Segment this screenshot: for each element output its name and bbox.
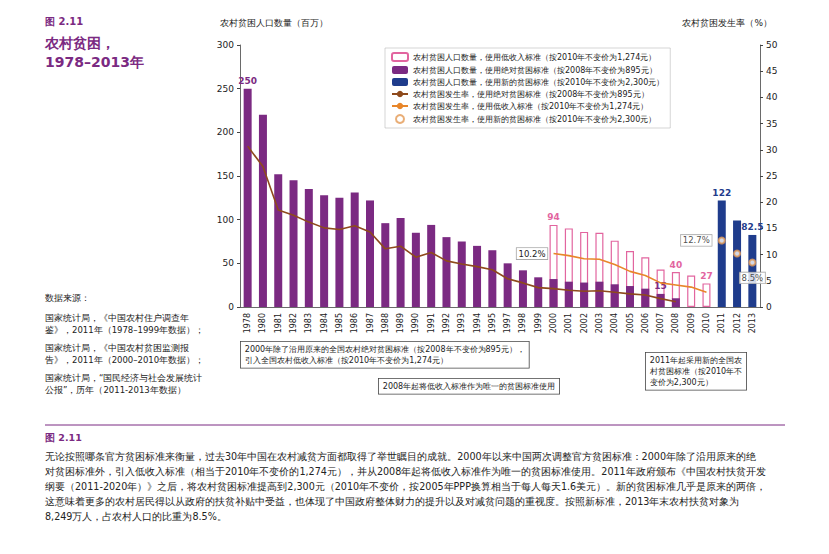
svg-text:1982: 1982 [289,313,298,333]
svg-text:2007: 2007 [656,313,665,333]
svg-text:1978–2013年: 1978–2013年 [45,54,144,70]
svg-text:40: 40 [766,92,778,102]
svg-text:10: 10 [766,250,778,260]
svg-text:94: 94 [547,212,560,222]
svg-text:公报”，历年（2011-2013年数据）: 公报”，历年（2011-2013年数据） [45,385,186,395]
svg-text:40: 40 [670,260,683,270]
svg-text:农村贫困发生率，使用低收入标准（按2010年不变价为1,27: 农村贫困发生率，使用低收入标准（按2010年不变价为1,274元） [413,102,648,111]
svg-text:2004: 2004 [610,313,619,333]
svg-text:25: 25 [766,171,777,181]
svg-text:无论按照哪条官方贫困标准来衡量，过去30年中国在农村减贫方面: 无论按照哪条官方贫困标准来衡量，过去30年中国在农村减贫方面都取得了举世瞩目的成… [45,451,756,462]
svg-text:82.5: 82.5 [741,222,763,232]
svg-text:数据来源：: 数据来源： [45,293,90,303]
svg-text:图 2.11: 图 2.11 [45,432,82,443]
svg-text:50: 50 [223,258,235,268]
svg-text:村贫困标准（按2010年不: 村贫困标准（按2010年不 [649,367,742,376]
svg-text:农村贫困人口数量，使用低收入标准（按2010年不变价为1,2: 农村贫困人口数量，使用低收入标准（按2010年不变价为1,274元） [413,53,656,62]
svg-text:1985: 1985 [335,313,344,333]
svg-text:1986: 1986 [350,313,359,333]
svg-text:农村贫困发生率（%）: 农村贫困发生率（%） [682,18,772,28]
svg-text:250: 250 [238,76,257,86]
svg-text:1978: 1978 [243,313,252,333]
svg-text:1991: 1991 [427,313,436,333]
svg-text:12.7%: 12.7% [683,235,710,245]
svg-text:15: 15 [654,281,667,292]
svg-text:1993: 1993 [457,313,466,333]
svg-text:10.2%: 10.2% [519,249,546,259]
svg-text:30: 30 [766,145,778,155]
svg-text:引入全国农村低收入标准（按2010年不变价为1,274元）: 引入全国农村低收入标准（按2010年不变价为1,274元） [245,356,448,365]
svg-text:变价为2,300元）: 变价为2,300元） [650,378,713,387]
svg-text:0: 0 [766,302,772,312]
svg-text:农村贫困人口数量，使用绝对贫困标准（按2008年不变价为89: 农村贫困人口数量，使用绝对贫困标准（按2008年不变价为895元） [413,66,657,75]
svg-text:45: 45 [766,66,777,76]
svg-text:20: 20 [766,197,778,207]
svg-text:1983: 1983 [304,313,313,333]
svg-text:1981: 1981 [274,313,283,333]
svg-text:这意味着更多的农村居民得以从政府的扶贫补贴中受益，也体现了中: 这意味着更多的农村居民得以从政府的扶贫补贴中受益，也体现了中国政府整体财力的提升… [45,496,739,507]
svg-text:2011: 2011 [717,313,726,333]
svg-text:200: 200 [217,127,234,137]
svg-text:农村贫困人口数量（百万）: 农村贫困人口数量（百万） [220,18,328,28]
svg-text:1997: 1997 [503,313,512,333]
svg-text:2012: 2012 [733,313,742,333]
svg-text:27: 27 [700,271,713,281]
svg-text:1987: 1987 [366,313,375,333]
svg-text:1995: 1995 [488,313,497,333]
svg-text:0: 0 [228,302,234,312]
svg-text:鉴》，2011年（1978–1999年数据）；: 鉴》，2011年（1978–1999年数据）； [45,325,204,335]
svg-text:5: 5 [766,276,772,286]
svg-text:250: 250 [217,84,234,94]
svg-text:告》，2011年（2000–2010年数据）；: 告》，2011年（2000–2010年数据）； [45,355,204,365]
svg-text:农村贫困人口数量，使用新的贫困标准（按2010年不变价为2,: 农村贫困人口数量，使用新的贫困标准（按2010年不变价为2,300元） [413,78,664,87]
svg-text:农村贫困发生率，使用绝对贫困标准（按2008年不变价为895: 农村贫困发生率，使用绝对贫困标准（按2008年不变价为895元） [413,90,649,99]
svg-text:35: 35 [766,119,777,129]
svg-text:2008: 2008 [671,313,680,333]
svg-text:122: 122 [712,188,731,198]
svg-text:2008年起将低收入标准作为唯一的贫困标准使用: 2008年起将低收入标准作为唯一的贫困标准使用 [383,382,555,391]
svg-text:2010: 2010 [702,313,711,333]
svg-text:2003: 2003 [595,313,604,333]
svg-text:2013: 2013 [748,313,757,333]
svg-text:150: 150 [217,171,234,181]
svg-text:对贫困标准外，引入低收入标准（相当于2010年不变价的1,2: 对贫困标准外，引入低收入标准（相当于2010年不变价的1,274元），并从200… [45,466,766,477]
svg-text:8.5%: 8.5% [742,273,764,283]
svg-text:1989: 1989 [396,313,405,333]
svg-text:1988: 1988 [381,313,390,333]
svg-text:图 2.11: 图 2.11 [45,16,83,27]
svg-text:15: 15 [766,223,777,233]
svg-text:1992: 1992 [442,313,451,333]
svg-text:2000年除了沿用原来的全国农村绝对贫困标准（按2008年不: 2000年除了沿用原来的全国农村绝对贫困标准（按2008年不变价为895元）， [245,345,525,354]
svg-text:纲要（2011-2020年）》之后，将农村贫困标准提高到2,: 纲要（2011-2020年）》之后，将农村贫困标准提高到2,300元（2010年… [45,481,766,492]
svg-text:农村贫困发生率，使用新的贫困标准（按2010年不变价为2,3: 农村贫困发生率，使用新的贫困标准（按2010年不变价为2,300元） [413,115,656,124]
svg-text:1999: 1999 [534,313,543,333]
svg-text:国家统计局，《中国农村贫困监测报: 国家统计局，《中国农村贫困监测报 [45,343,189,353]
svg-text:1998: 1998 [518,313,527,333]
svg-text:100: 100 [217,215,234,225]
svg-text:2000: 2000 [549,313,558,333]
svg-text:1980: 1980 [258,313,267,333]
svg-text:300: 300 [217,40,234,50]
svg-text:1994: 1994 [473,313,482,333]
svg-text:2005: 2005 [626,313,635,333]
svg-text:8,249万人，占农村人口的比重为8.5%。: 8,249万人，占农村人口的比重为8.5%。 [45,511,227,522]
svg-text:国家统计局，《中国农村住户调查年: 国家统计局，《中国农村住户调查年 [45,313,189,323]
svg-text:1984: 1984 [320,313,329,333]
svg-text:2011年起采用新的全国农: 2011年起采用新的全国农 [650,356,742,365]
svg-text:50: 50 [766,40,778,50]
svg-text:农村贫困，: 农村贫困， [44,35,115,51]
svg-text:国家统计局，“国民经济与社会发展统计: 国家统计局，“国民经济与社会发展统计 [45,373,202,383]
svg-text:2009: 2009 [687,313,696,333]
svg-text:2001: 2001 [564,313,573,333]
svg-text:2006: 2006 [641,313,650,333]
svg-text:2002: 2002 [580,313,589,333]
svg-text:1990: 1990 [411,313,420,333]
